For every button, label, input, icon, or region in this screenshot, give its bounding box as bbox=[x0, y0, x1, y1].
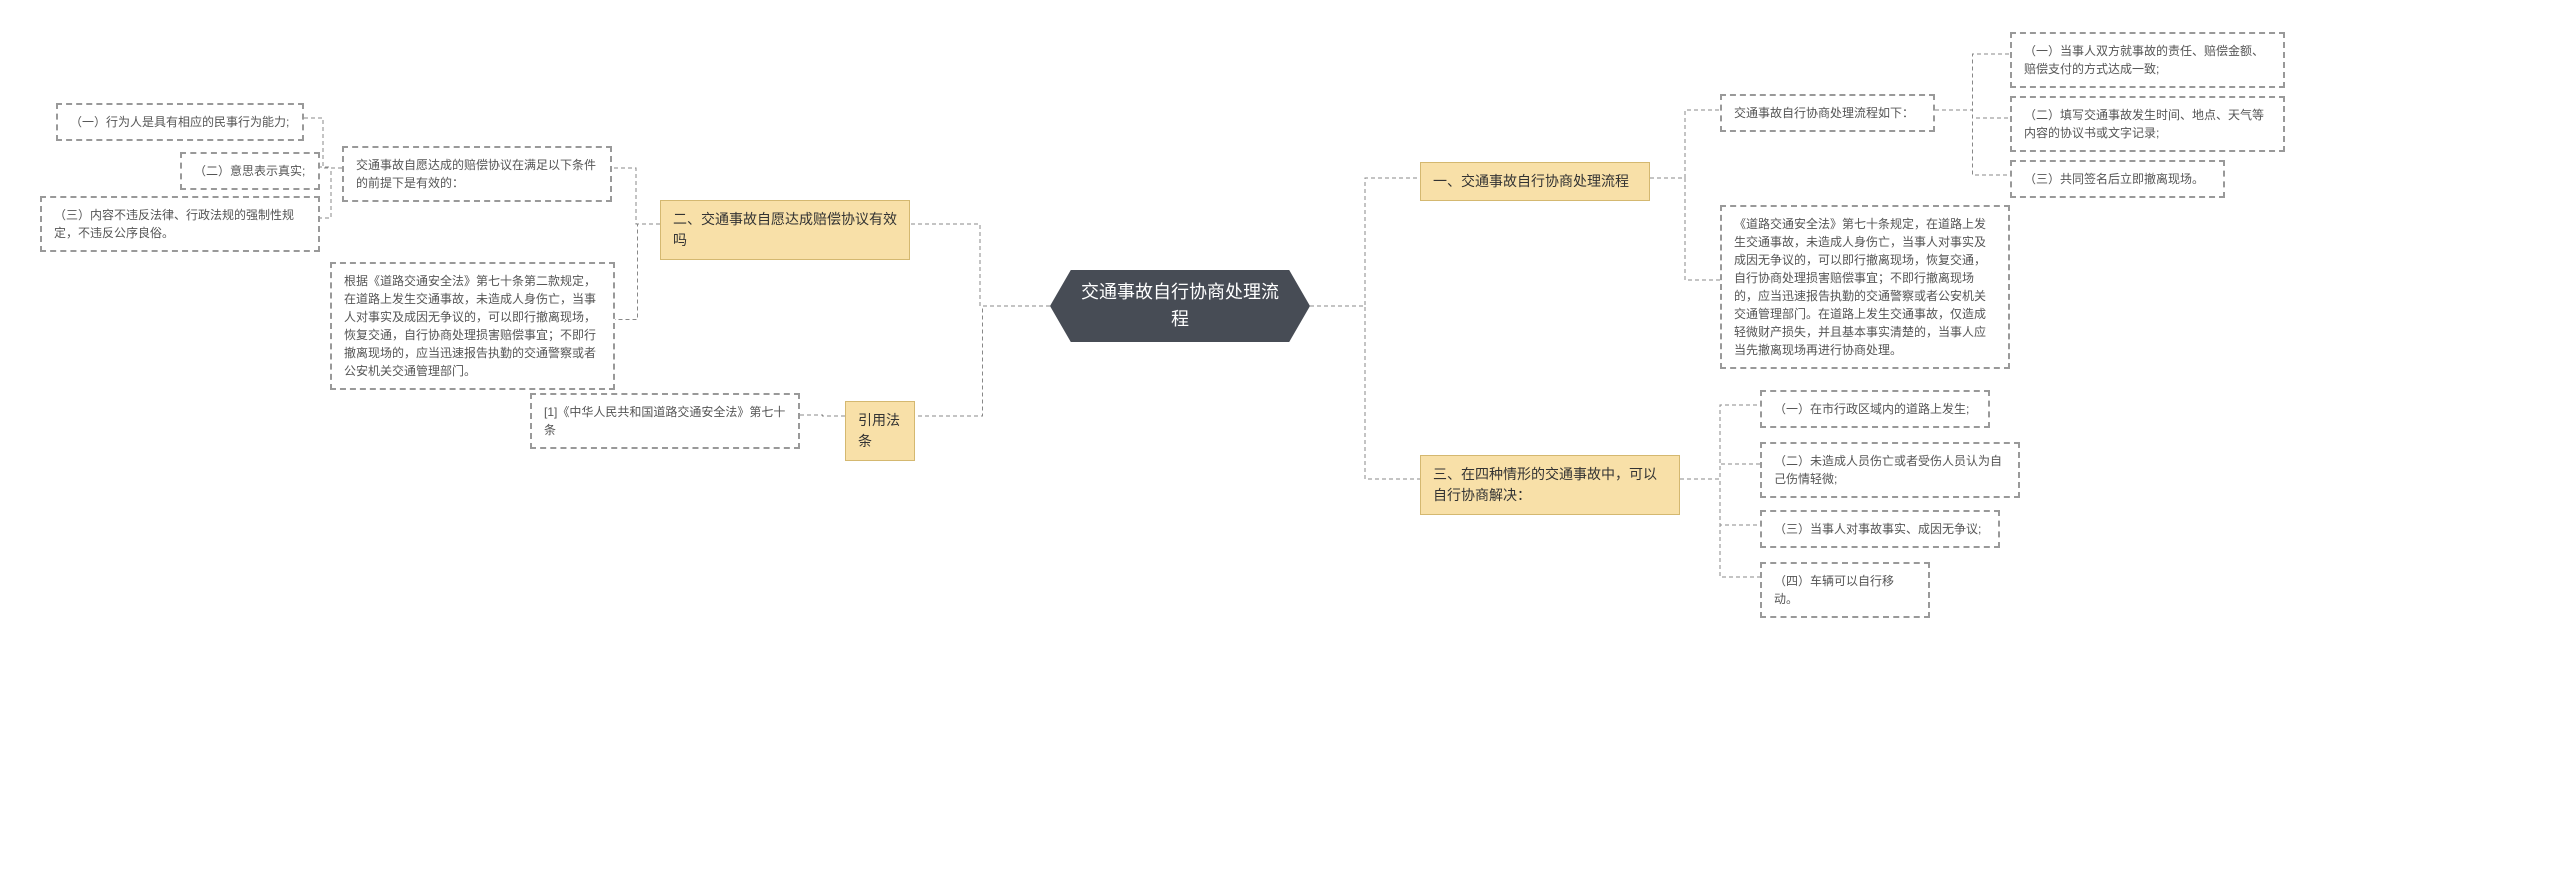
branch-node: 三、在四种情形的交通事故中，可以自行协商解决： bbox=[1420, 455, 1680, 515]
leaf-node: 根据《道路交通安全法》第七十条第二款规定，在道路上发生交通事故，未造成人身伤亡，… bbox=[330, 262, 615, 390]
leaf-node: （一）行为人是具有相应的民事行为能力; bbox=[56, 103, 304, 141]
leaf-node: 交通事故自行协商处理流程如下： bbox=[1720, 94, 1935, 132]
branch-node: 一、交通事故自行协商处理流程 bbox=[1420, 162, 1650, 201]
leaf-node: （四）车辆可以自行移动。 bbox=[1760, 562, 1930, 618]
leaf-node: （三）共同签名后立即撤离现场。 bbox=[2010, 160, 2225, 198]
leaf-node: 《道路交通安全法》第七十条规定，在道路上发生交通事故，未造成人身伤亡，当事人对事… bbox=[1720, 205, 2010, 369]
branch-node: 引用法条 bbox=[845, 401, 915, 461]
root-node: 交通事故自行协商处理流程 bbox=[1050, 270, 1310, 342]
leaf-node: 交通事故自愿达成的赔偿协议在满足以下条件的前提下是有效的： bbox=[342, 146, 612, 202]
leaf-node: [1]《中华人民共和国道路交通安全法》第七十条 bbox=[530, 393, 800, 449]
leaf-node: （一）在市行政区域内的道路上发生; bbox=[1760, 390, 1990, 428]
leaf-node: （二）填写交通事故发生时间、地点、天气等内容的协议书或文字记录; bbox=[2010, 96, 2285, 152]
leaf-node: （二）未造成人员伤亡或者受伤人员认为自己伤情轻微; bbox=[1760, 442, 2020, 498]
leaf-node: （一）当事人双方就事故的责任、赔偿金额、赔偿支付的方式达成一致; bbox=[2010, 32, 2285, 88]
leaf-node: （三）当事人对事故事实、成因无争议; bbox=[1760, 510, 2000, 548]
leaf-node: （三）内容不违反法律、行政法规的强制性规定，不违反公序良俗。 bbox=[40, 196, 320, 252]
branch-node: 二、交通事故自愿达成赔偿协议有效吗 bbox=[660, 200, 910, 260]
leaf-node: （二）意思表示真实; bbox=[180, 152, 320, 190]
